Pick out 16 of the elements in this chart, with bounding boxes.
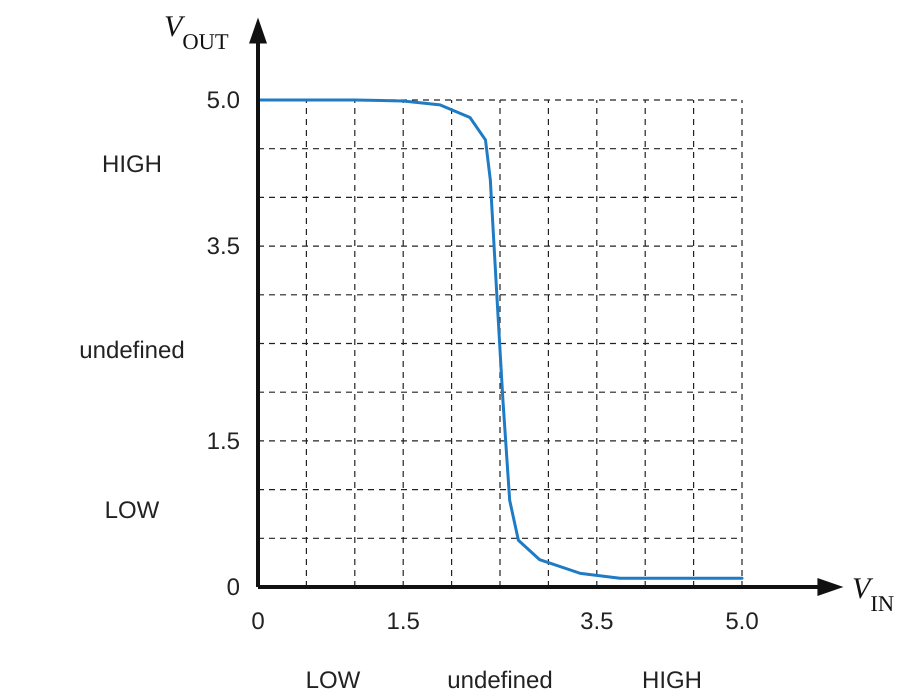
text: undefined [447, 667, 553, 694]
y-tick-label: 3.5 [206, 233, 240, 260]
x-tick-label: 1.5 [386, 608, 420, 635]
y-tick-label: 0 [226, 574, 240, 601]
text: undefined [79, 337, 185, 364]
y-axis-title: V$_{OUT}$ [164, 10, 229, 54]
text: LOW [306, 667, 361, 694]
x-tick-label: 5.0 [725, 608, 759, 635]
text: HIGH [102, 151, 162, 178]
text: HIGH [642, 667, 702, 694]
x-axis-title: V$_{IN}$ [852, 572, 894, 616]
text: LOW [104, 497, 160, 524]
y-tick-label: 5.0 [206, 87, 240, 114]
x-tick-label: 0 [251, 608, 265, 635]
y-tick-label: 1.5 [206, 428, 240, 455]
x-tick-label: 3.5 [580, 608, 614, 635]
